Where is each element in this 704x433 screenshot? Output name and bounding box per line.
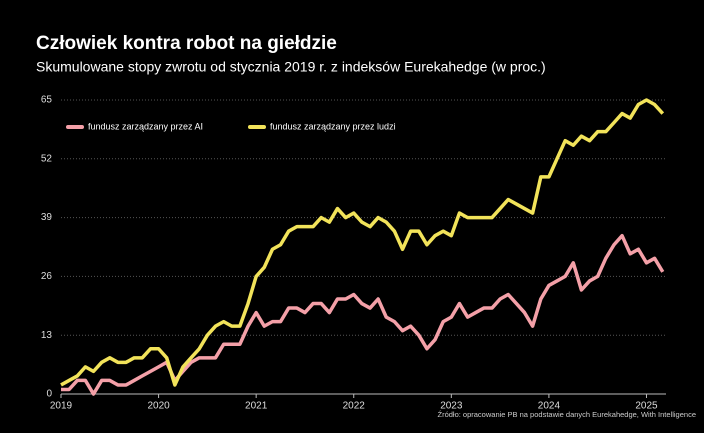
y-tick-label: 0: [46, 389, 52, 400]
x-tick-label: 2024: [538, 401, 561, 412]
legend-label: fundusz zarządzany przez AI: [88, 121, 203, 131]
x-tick-label: 2021: [245, 401, 268, 412]
y-tick-label: 26: [41, 271, 53, 282]
series-line: [60, 98, 665, 387]
x-tick-label: 2022: [343, 401, 366, 412]
chart-title: Człowiek kontra robot na giełdzie: [36, 33, 337, 54]
x-tick-label: 2023: [440, 401, 463, 412]
y-tick-label: 65: [41, 95, 53, 106]
source: Źródło: opracowanie PB na podstawie dany…: [438, 410, 697, 419]
x-tick-label: 2019: [50, 401, 73, 412]
chart-subtitle: Skumulowane stopy zwrotu od stycznia 201…: [36, 59, 546, 75]
y-tick-label: 52: [41, 153, 53, 164]
series-line: [61, 233, 665, 396]
y-tick-label: 13: [41, 330, 53, 341]
legend-label: fundusz zarządzany przez ludzi: [270, 121, 396, 131]
x-tick-label: 2020: [147, 401, 170, 412]
x-tick-label: 2025: [635, 401, 658, 412]
y-tick-label: 39: [41, 212, 53, 223]
